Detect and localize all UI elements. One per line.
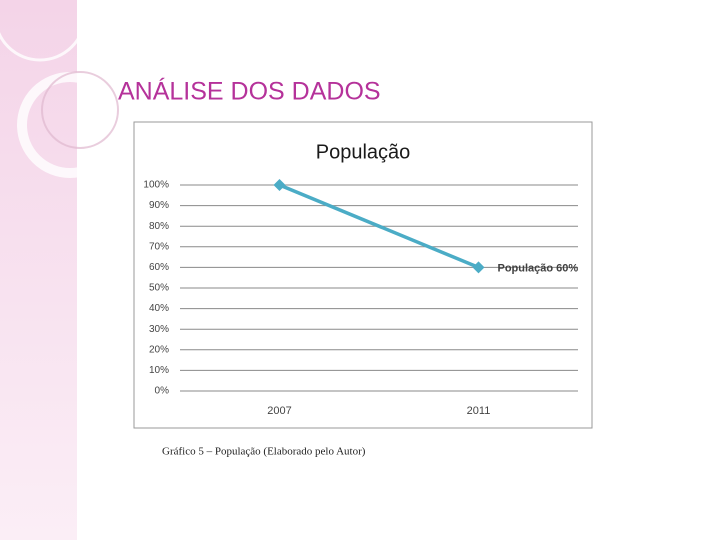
decor-circle	[0, 0, 87, 62]
chart-frame	[133, 121, 593, 429]
y-tick-label: 0%	[155, 386, 170, 397]
y-tick-label: 50%	[149, 283, 169, 294]
data-label: População 60%	[498, 262, 579, 274]
y-tick-label: 40%	[149, 303, 169, 314]
y-tick-label: 90%	[149, 200, 169, 211]
y-tick-label: 10%	[149, 365, 169, 376]
chart-title: População	[316, 141, 411, 163]
y-tick-label: 70%	[149, 241, 169, 252]
x-tick-label: 2007	[267, 405, 291, 417]
y-tick-label: 60%	[149, 262, 169, 273]
decor-circle	[17, 72, 123, 178]
data-point	[273, 179, 286, 191]
plot: 0% 10% 20% 30% 40% 50% 60% 70% 80% 90% 100% 2007 201…	[143, 179, 578, 417]
decor-circle	[41, 71, 119, 149]
slide-heading: ANÁLISE DOS DADOS	[118, 77, 381, 106]
caption: Gráfico 5 – População (Elaborado pelo Au…	[162, 446, 366, 458]
data-point	[472, 261, 485, 274]
y-tick-label: 80%	[149, 221, 169, 232]
data-line	[278, 183, 480, 270]
x-tick-label: 2011	[467, 405, 491, 417]
y-tick-label: 30%	[149, 324, 169, 335]
y-tick-label: 100%	[143, 180, 169, 191]
y-tick-label: 20%	[149, 344, 169, 355]
